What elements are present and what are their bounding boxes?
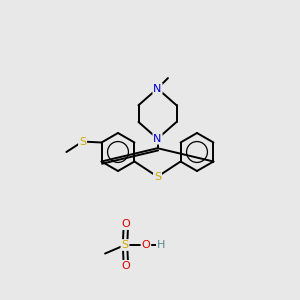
Text: N: N [153,134,162,144]
Text: S: S [79,136,86,147]
Text: O: O [122,219,130,229]
Text: S: S [154,172,161,182]
Text: H: H [157,240,165,250]
Text: S: S [122,240,129,250]
Text: O: O [122,261,130,271]
Text: N: N [153,83,162,94]
Text: O: O [142,240,150,250]
